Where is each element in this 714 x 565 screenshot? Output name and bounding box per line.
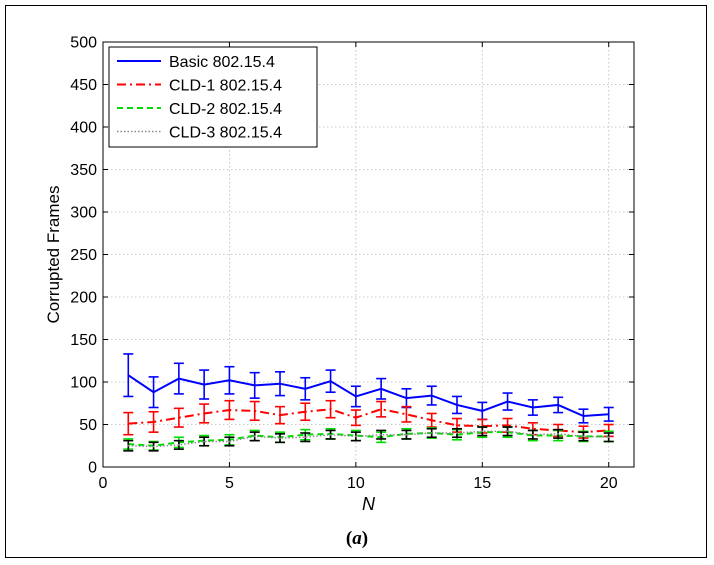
legend-label: CLD-2 802.15.4 (169, 101, 282, 118)
data-point (177, 377, 180, 380)
data-point (607, 436, 610, 439)
data-point (430, 419, 433, 422)
y-tick-label: 50 (79, 417, 97, 434)
data-point (607, 413, 610, 416)
data-point (405, 397, 408, 400)
y-tick-label: 400 (70, 120, 97, 137)
y-tick-label: 100 (70, 375, 97, 392)
data-point (304, 387, 307, 390)
data-point (456, 432, 458, 434)
data-point (152, 421, 155, 423)
data-point (177, 416, 180, 419)
data-point (582, 435, 585, 438)
y-tick-label: 300 (70, 205, 97, 222)
y-tick-label: 0 (88, 460, 97, 477)
data-point (430, 432, 433, 434)
data-point (279, 414, 281, 417)
series-group (123, 353, 614, 452)
data-point (354, 395, 357, 398)
x-tick-label: 15 (473, 475, 491, 492)
y-tick-label: 500 (70, 35, 97, 52)
data-point (279, 437, 281, 439)
legend-box (108, 46, 318, 148)
legend-label: CLD-3 802.15.4 (169, 125, 282, 142)
data-point (329, 408, 332, 411)
series-1 (123, 353, 614, 424)
data-point (329, 433, 332, 436)
y-tick-label: 150 (70, 332, 97, 349)
data-point (177, 444, 180, 446)
data-point (430, 394, 433, 397)
data-point (228, 440, 231, 443)
data-point (582, 415, 585, 417)
data-point (557, 432, 560, 435)
data-point (152, 391, 155, 394)
series-line (128, 431, 609, 447)
series-3 (123, 426, 614, 451)
data-point (228, 409, 231, 411)
data-point (253, 435, 256, 438)
data-point (304, 410, 307, 413)
data-point (380, 387, 383, 390)
data-point (253, 410, 256, 412)
legend-label: CLD-1 802.15.4 (169, 78, 282, 95)
x-tick-label: 5 (225, 475, 234, 492)
data-point (456, 404, 458, 406)
data-point (557, 404, 560, 406)
data-point (329, 380, 332, 383)
data-point (405, 413, 408, 416)
data-point (203, 412, 206, 415)
data-point (456, 424, 458, 427)
data-point (380, 433, 383, 436)
y-tick-label: 350 (70, 162, 97, 179)
data-point (531, 406, 534, 409)
y-tick-label: 450 (70, 77, 97, 94)
legend-label: Basic 802.15.4 (169, 54, 275, 71)
plot-area (102, 41, 635, 468)
y-tick-label: 250 (70, 247, 97, 264)
data-point (380, 408, 383, 411)
data-point (481, 410, 484, 412)
data-point (203, 440, 206, 443)
y-axis-label: Corrupted Frames (44, 186, 63, 324)
data-point (405, 433, 408, 436)
data-point (506, 400, 509, 403)
x-tick-label: 10 (347, 475, 365, 492)
x-tick-label: 20 (600, 475, 618, 492)
data-point (127, 422, 130, 425)
data-point (127, 444, 130, 447)
data-point (354, 416, 357, 419)
series-line (128, 408, 609, 434)
data-point (354, 435, 357, 438)
data-point (279, 382, 281, 385)
x-axis-label: N (362, 494, 376, 514)
data-point (506, 424, 509, 427)
legend: Basic 802.15.4 CLD-1 802.15.4 CLD-2 802.15… (108, 46, 318, 148)
y-tick-label: 200 (70, 290, 97, 307)
x-tick-label: 0 (99, 475, 108, 492)
figure-caption: (a) (345, 528, 369, 549)
data-point (531, 433, 534, 436)
data-point (127, 374, 130, 377)
data-point (152, 445, 155, 448)
data-point (228, 379, 231, 382)
data-point (506, 430, 509, 433)
data-point (481, 430, 484, 433)
data-point (253, 384, 256, 387)
series-4 (123, 426, 614, 452)
data-point (531, 427, 534, 430)
data-point (304, 436, 307, 439)
series-line (127, 374, 609, 418)
data-point (203, 383, 206, 386)
